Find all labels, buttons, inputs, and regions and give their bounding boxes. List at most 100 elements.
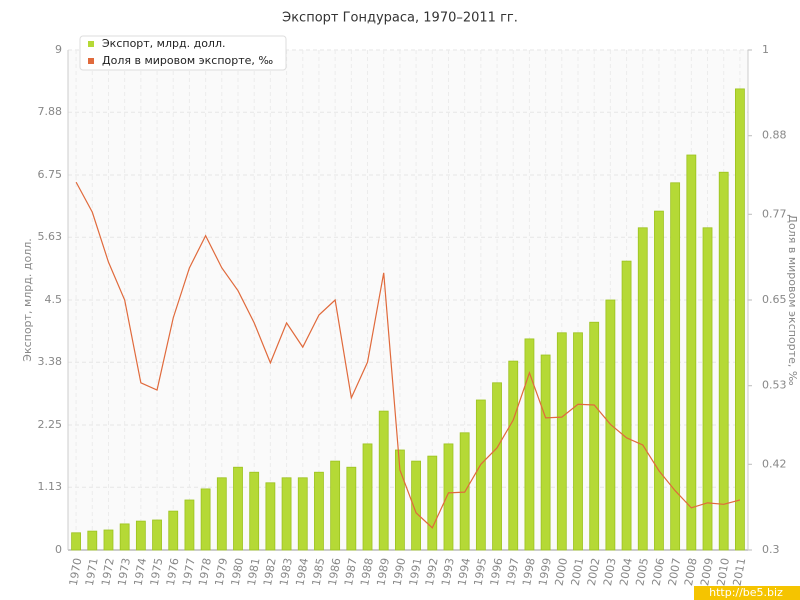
- x-tick-label: 1981: [245, 557, 263, 587]
- y-tick-label: 0: [55, 543, 62, 556]
- x-tick-label: 1982: [261, 557, 279, 587]
- x-tick-label: 1995: [472, 557, 490, 587]
- x-tick-label: 1974: [132, 557, 150, 587]
- y-tick-label: 9: [55, 43, 62, 56]
- x-tick-label: 1999: [536, 557, 554, 587]
- bar: [718, 171, 729, 551]
- bar: [103, 529, 114, 551]
- y-tick-label: 5.63: [38, 230, 63, 243]
- x-tick-label: 1989: [374, 557, 392, 587]
- y2-tick-label: 0.53: [762, 379, 787, 392]
- bar: [654, 210, 664, 551]
- bar: [735, 88, 745, 551]
- chart-title: Экспорт Гондураса, 1970–2011 гг.: [282, 11, 518, 26]
- bar: [152, 519, 162, 551]
- x-tick-label: 1994: [455, 557, 473, 587]
- watermark: http://be5.biz: [709, 586, 783, 599]
- y-axis-label: Экспорт, млрд. долл.: [21, 238, 34, 361]
- bar: [637, 227, 648, 551]
- bar: [621, 260, 632, 551]
- x-tick-label: 1977: [180, 557, 198, 587]
- x-tick-label: 1985: [310, 557, 328, 587]
- bar: [686, 154, 697, 551]
- x-tick-label: 1984: [293, 557, 311, 587]
- y-tick-label: 6.75: [38, 168, 63, 181]
- bar: [411, 460, 421, 551]
- bar: [281, 477, 292, 551]
- bar: [378, 410, 389, 551]
- bar: [589, 321, 600, 551]
- bar: [346, 466, 357, 551]
- bar: [71, 532, 81, 551]
- line: [75, 181, 741, 529]
- y-tick-label: 3.38: [38, 355, 63, 368]
- x-tick-label: 2002: [585, 557, 603, 587]
- x-tick-label: 1997: [504, 557, 522, 587]
- x-tick-label: 1986: [326, 557, 344, 587]
- x-tick-label: 1972: [99, 557, 117, 587]
- x-tick-label: 1971: [83, 557, 101, 587]
- bar: [184, 499, 195, 551]
- bar: [330, 460, 341, 551]
- bar: [135, 520, 146, 551]
- x-tick-label: 2009: [698, 557, 716, 587]
- bar: [670, 182, 681, 551]
- y2-tick-label: 0.88: [762, 129, 787, 142]
- x-tick-label: 1996: [488, 557, 506, 587]
- watermark-bg: [694, 586, 800, 600]
- x-tick-label: 1993: [439, 557, 457, 587]
- y2-axis-label: Доля в мировом экспорте, ‰: [786, 214, 799, 385]
- x-tick-label: 2004: [617, 557, 635, 587]
- legend: Экспорт, млрд. долл. Доля в мировом экспо…: [79, 35, 287, 71]
- bar: [702, 227, 713, 551]
- x-tick-label: 1978: [196, 557, 214, 587]
- x-tick-label: 1979: [212, 557, 230, 587]
- bar: [427, 455, 438, 551]
- bar: [395, 449, 405, 551]
- x-tick-label: 1973: [115, 557, 133, 587]
- x-tick-label: 1992: [423, 557, 441, 587]
- y-tick-label: 1.13: [38, 480, 63, 493]
- bar: [443, 443, 454, 551]
- bar: [249, 471, 260, 551]
- bar: [314, 471, 324, 551]
- bar: [119, 523, 130, 551]
- bar: [168, 510, 179, 551]
- legend-box: [79, 35, 287, 71]
- y-tick-label: 7.88: [38, 105, 63, 118]
- bar: [492, 382, 502, 551]
- x-tick-label: 1998: [520, 557, 538, 587]
- bar: [297, 477, 308, 551]
- x-tick-label: 2001: [569, 557, 587, 587]
- legend-swatch: [88, 58, 94, 64]
- bar: [508, 360, 519, 551]
- x-tick-label: 1987: [342, 557, 360, 587]
- bar: [216, 477, 227, 551]
- x-tick-label: 1990: [391, 557, 409, 587]
- bar: [265, 482, 276, 551]
- bar: [362, 443, 373, 551]
- x-tick-label: 2010: [714, 557, 732, 587]
- x-tick-label: 2003: [601, 557, 619, 587]
- legend-swatch: [88, 41, 94, 47]
- marks: [71, 88, 745, 551]
- y2-tick-label: 1: [762, 43, 769, 56]
- x-tick-label: 1983: [277, 557, 295, 587]
- bar: [540, 354, 551, 551]
- x-tick-label: 1991: [407, 557, 425, 587]
- y-tick-label: 2.25: [38, 418, 63, 431]
- bar: [475, 399, 486, 551]
- x-tick-label: 1980: [229, 557, 247, 587]
- legend-label: Экспорт, млрд. долл.: [102, 37, 225, 50]
- x-tick-label: 1988: [358, 557, 376, 587]
- y2-tick-label: 0.42: [762, 457, 787, 470]
- x-tick-label: 2007: [666, 557, 684, 587]
- y2-tick-label: 0.77: [762, 207, 787, 220]
- x-tick-label: 2008: [682, 557, 700, 587]
- x-tick-label: 1976: [164, 557, 182, 587]
- x-tick-label: 1975: [148, 557, 166, 587]
- y-tick-label: 4.5: [45, 293, 63, 306]
- legend-label: Доля в мировом экспорте, ‰: [102, 54, 273, 67]
